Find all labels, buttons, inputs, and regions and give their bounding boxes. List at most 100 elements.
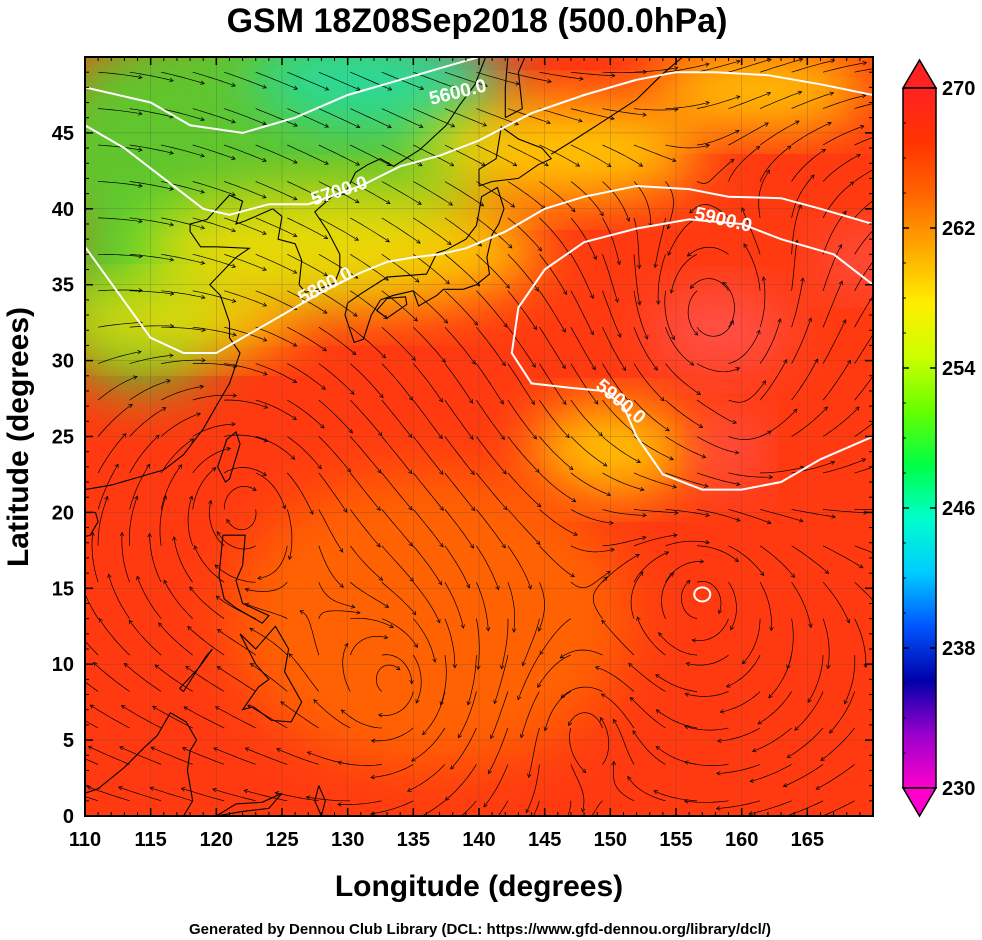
streamline-arrowhead bbox=[320, 424, 325, 429]
streamline bbox=[215, 595, 256, 620]
streamline-arrowhead bbox=[381, 353, 387, 359]
streamline bbox=[692, 618, 729, 642]
streamline-arrowhead bbox=[473, 321, 478, 326]
streamline bbox=[444, 363, 474, 404]
streamline-arrowhead bbox=[539, 650, 544, 656]
streamline bbox=[149, 787, 193, 802]
streamline-arrowhead bbox=[274, 791, 280, 796]
streamline bbox=[226, 509, 257, 531]
streamline-arrowhead bbox=[292, 196, 298, 201]
streamline-arrowhead bbox=[669, 456, 674, 461]
streamline-arrowhead bbox=[883, 614, 887, 618]
streamline-arrowhead bbox=[128, 619, 133, 625]
streamline-arrowhead bbox=[686, 252, 692, 257]
streamline bbox=[539, 290, 566, 333]
streamline bbox=[507, 326, 536, 368]
streamline bbox=[412, 654, 422, 704]
streamline-arrowhead bbox=[729, 158, 735, 164]
streamline bbox=[570, 363, 599, 405]
streamline bbox=[665, 63, 710, 73]
streamline bbox=[216, 531, 256, 550]
streamline-arrowhead bbox=[409, 679, 414, 685]
streamline bbox=[181, 787, 225, 802]
streamline bbox=[791, 59, 835, 73]
streamline bbox=[570, 472, 611, 496]
streamline bbox=[217, 666, 256, 692]
streamline-arrowhead bbox=[354, 236, 360, 241]
streamline bbox=[381, 545, 414, 582]
streamline-arrowhead bbox=[346, 467, 351, 473]
streamline bbox=[255, 472, 286, 509]
streamline bbox=[684, 800, 729, 803]
streamline bbox=[350, 436, 382, 474]
streamline bbox=[476, 71, 520, 85]
streamline bbox=[658, 632, 698, 656]
streamline-arrowhead bbox=[571, 498, 577, 503]
streamline-arrowhead bbox=[189, 586, 194, 592]
streamline bbox=[422, 691, 446, 735]
streamline bbox=[381, 108, 424, 128]
streamline bbox=[822, 618, 830, 669]
streamline-arrowhead bbox=[846, 359, 851, 365]
streamline-arrowhead bbox=[152, 705, 157, 710]
streamline bbox=[318, 436, 351, 473]
streamline bbox=[567, 800, 572, 816]
streamline bbox=[255, 399, 297, 420]
streamline bbox=[539, 545, 575, 578]
streamline-arrowhead bbox=[379, 393, 384, 399]
x-tick-label: 115 bbox=[135, 829, 167, 851]
streamline bbox=[350, 509, 381, 548]
streamline-arrowhead bbox=[766, 520, 772, 525]
streamline-arrowhead bbox=[169, 150, 174, 155]
streamline-arrowhead bbox=[704, 483, 709, 488]
colorbar-tick-label: 238 bbox=[942, 638, 975, 660]
streamline-arrowhead bbox=[842, 319, 847, 324]
streamline bbox=[121, 705, 162, 729]
streamline-arrowhead bbox=[450, 765, 455, 770]
streamline bbox=[255, 217, 297, 237]
streamline bbox=[570, 254, 594, 299]
streamline-arrowhead bbox=[355, 161, 361, 166]
streamline bbox=[476, 290, 508, 328]
streamline bbox=[129, 495, 138, 546]
streamline-arrowhead bbox=[356, 86, 361, 91]
streamline-arrowhead bbox=[532, 325, 537, 331]
streamline-arrowhead bbox=[757, 720, 763, 725]
streamline bbox=[689, 204, 729, 219]
streamline-arrowhead bbox=[610, 547, 615, 553]
streamline-arrowhead bbox=[136, 575, 141, 581]
coastline-segment bbox=[85, 712, 198, 816]
streamline-arrowhead bbox=[408, 396, 414, 401]
streamline bbox=[381, 71, 424, 90]
streamline bbox=[476, 399, 505, 440]
streamline-arrowhead bbox=[383, 634, 389, 640]
streamline bbox=[602, 254, 619, 303]
streamline bbox=[854, 68, 873, 73]
streamline-arrowhead bbox=[262, 337, 268, 342]
streamline bbox=[476, 436, 507, 475]
streamline bbox=[337, 761, 382, 766]
streamline bbox=[152, 706, 193, 729]
streamline bbox=[413, 326, 446, 363]
streamline bbox=[507, 181, 546, 210]
streamline-arrowhead bbox=[293, 159, 298, 164]
streamline bbox=[192, 253, 236, 268]
streamline-arrowhead bbox=[469, 544, 474, 549]
streamline-arrowhead bbox=[891, 160, 895, 164]
streamline-arrowhead bbox=[824, 569, 830, 574]
streamline-arrowhead bbox=[858, 564, 864, 569]
streamline bbox=[98, 144, 143, 151]
streamline bbox=[318, 108, 360, 128]
streamline bbox=[318, 253, 358, 279]
streamline-arrowhead bbox=[452, 664, 458, 669]
streamline bbox=[569, 727, 587, 773]
streamline-arrowhead bbox=[350, 604, 356, 609]
streamline-arrowhead bbox=[573, 531, 578, 536]
streamline-arrowhead bbox=[249, 663, 255, 668]
streamline bbox=[522, 618, 540, 666]
streamline-arrowhead bbox=[761, 380, 767, 385]
streamline-arrowhead bbox=[370, 738, 376, 744]
streamline bbox=[349, 635, 388, 656]
streamline-arrowhead bbox=[705, 62, 710, 67]
streamline bbox=[341, 709, 382, 729]
